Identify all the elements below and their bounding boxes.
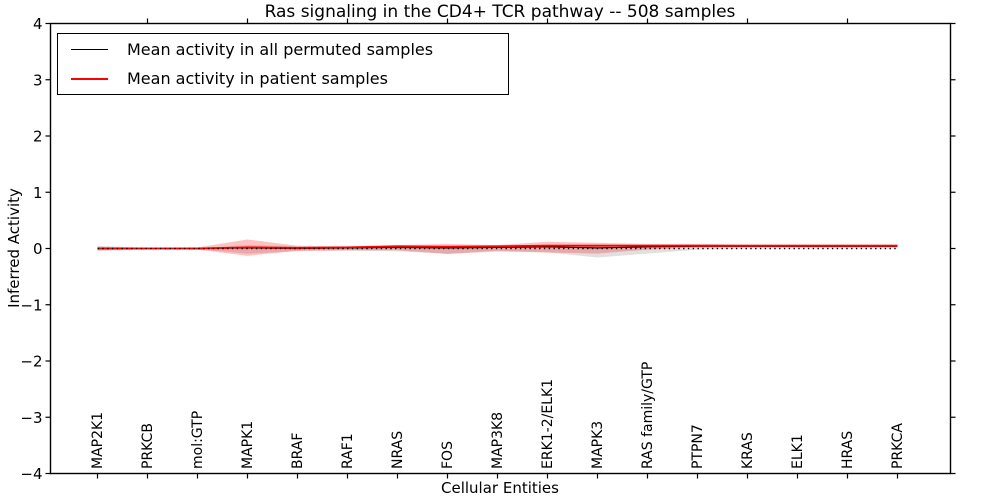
y-tick-label: 0 bbox=[33, 240, 43, 258]
x-tick-label: MAPK3 bbox=[590, 421, 606, 469]
x-tick-label: ELK1 bbox=[790, 434, 806, 469]
y-tick-label: 3 bbox=[33, 71, 43, 89]
chart-title: Ras signaling in the CD4+ TCR pathway --… bbox=[264, 2, 736, 22]
y-tick-label: −4 bbox=[20, 465, 42, 483]
x-tick-label: PRKCA bbox=[890, 423, 906, 469]
legend-label-permuted: Mean activity in all permuted samples bbox=[127, 40, 434, 59]
x-tick-label: HRAS bbox=[840, 431, 856, 469]
patient-mean-line bbox=[97, 244, 898, 250]
x-axis-label: Cellular Entities bbox=[441, 479, 559, 497]
x-tick-label: PRKCB bbox=[140, 423, 156, 469]
x-tick-label: MAPK1 bbox=[240, 421, 256, 469]
y-tick-label: 2 bbox=[33, 128, 43, 146]
y-tick-label: 1 bbox=[33, 184, 43, 202]
legend-box: Mean activity in all permuted samples Me… bbox=[57, 33, 509, 95]
x-tick-label: PTPN7 bbox=[690, 424, 706, 469]
x-tick-label: MAP2K1 bbox=[90, 412, 106, 469]
x-tick-label: FOS bbox=[440, 441, 456, 469]
legend-label-patient: Mean activity in patient samples bbox=[127, 69, 388, 88]
legend-item-patient: Mean activity in patient samples bbox=[58, 64, 508, 93]
x-tick-label: ERK1-2/ELK1 bbox=[540, 379, 556, 469]
permuted-line-swatch bbox=[71, 49, 108, 50]
x-tick-label: MAP3K8 bbox=[490, 412, 506, 469]
x-tick-label: mol:GTP bbox=[190, 411, 206, 469]
patient-line-swatch bbox=[71, 77, 108, 80]
x-tick-label: KRAS bbox=[740, 432, 756, 469]
y-axis-label: Inferred Activity bbox=[5, 188, 23, 308]
x-tick-label: RAS family/GTP bbox=[640, 362, 656, 469]
legend-item-permuted: Mean activity in all permuted samples bbox=[58, 35, 508, 64]
y-tick-label: −1 bbox=[20, 296, 42, 314]
y-tick-label: 4 bbox=[33, 15, 43, 33]
y-tick-label: −3 bbox=[20, 409, 42, 427]
x-tick-label: NRAS bbox=[390, 431, 406, 469]
y-tick-label: −2 bbox=[20, 353, 42, 371]
x-tick-label: RAF1 bbox=[340, 433, 356, 469]
x-tick-label: BRAF bbox=[290, 433, 306, 469]
